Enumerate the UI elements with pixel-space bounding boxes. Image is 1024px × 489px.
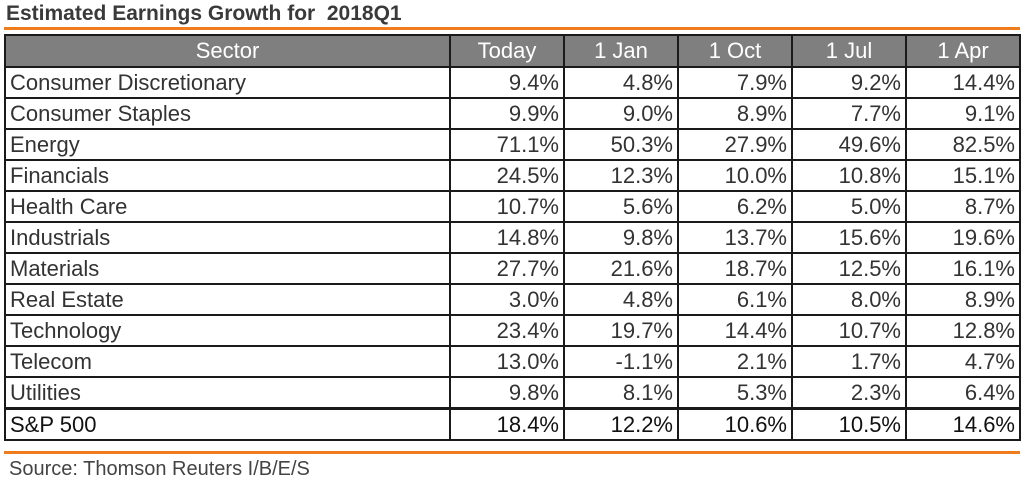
- table-title: Estimated Earnings Growth for 2018Q1: [6, 2, 402, 25]
- sector-cell: Real Estate: [4, 283, 451, 316]
- value-cell: 19.7%: [563, 314, 679, 347]
- value-cell: 4.8%: [563, 283, 679, 316]
- value-cell: 12.8%: [905, 314, 1021, 347]
- value-cell: 6.2%: [677, 190, 793, 223]
- sector-cell: Materials: [4, 252, 451, 285]
- value-cell: 1.7%: [791, 345, 907, 378]
- table-row: Financials 24.5% 12.3% 10.0% 10.8% 15.1%: [4, 159, 1021, 192]
- sector-cell: Utilities: [4, 376, 451, 410]
- value-cell: 10.0%: [677, 159, 793, 192]
- table-row: Energy 71.1% 50.3% 27.9% 49.6% 82.5%: [4, 128, 1021, 161]
- value-cell: 12.5%: [791, 252, 907, 285]
- header-today: Today: [449, 34, 565, 68]
- value-cell: 10.8%: [791, 159, 907, 192]
- value-cell: 71.1%: [449, 128, 565, 161]
- value-cell: 8.0%: [791, 283, 907, 316]
- value-cell: 18.7%: [677, 252, 793, 285]
- value-cell: 19.6%: [905, 221, 1021, 254]
- value-cell: 4.8%: [563, 66, 679, 99]
- value-cell: 9.9%: [449, 97, 565, 130]
- header-1-jul: 1 Jul: [791, 34, 907, 68]
- value-cell: 5.0%: [791, 190, 907, 223]
- table-row: Utilities 9.8% 8.1% 5.3% 2.3% 6.4%: [4, 376, 1021, 410]
- value-cell: 16.1%: [905, 252, 1021, 285]
- value-cell: 21.6%: [563, 252, 679, 285]
- header-1-jan: 1 Jan: [563, 34, 679, 68]
- total-value-cell: 12.2%: [563, 407, 679, 441]
- table-row: Materials 27.7% 21.6% 18.7% 12.5% 16.1%: [4, 252, 1021, 285]
- value-cell: 7.7%: [791, 97, 907, 130]
- value-cell: 9.8%: [563, 221, 679, 254]
- header-row: Sector Today 1 Jan 1 Oct 1 Jul 1 Apr: [4, 34, 1021, 68]
- total-value-cell: 14.6%: [905, 407, 1021, 441]
- value-cell: 9.4%: [449, 66, 565, 99]
- value-cell: 14.4%: [905, 66, 1021, 99]
- value-cell: 82.5%: [905, 128, 1021, 161]
- value-cell: 6.4%: [905, 376, 1021, 410]
- sector-cell: Telecom: [4, 345, 451, 378]
- table-row: Consumer Staples 9.9% 9.0% 8.9% 7.7% 9.1…: [4, 97, 1021, 130]
- value-cell: 10.7%: [791, 314, 907, 347]
- value-cell: 5.3%: [677, 376, 793, 410]
- value-cell: 50.3%: [563, 128, 679, 161]
- value-cell: 9.2%: [791, 66, 907, 99]
- sector-cell: Financials: [4, 159, 451, 192]
- value-cell: 23.4%: [449, 314, 565, 347]
- value-cell: 4.7%: [905, 345, 1021, 378]
- sector-cell: Industrials: [4, 221, 451, 254]
- value-cell: 10.7%: [449, 190, 565, 223]
- total-row: S&P 500 18.4% 12.2% 10.6% 10.5% 14.6%: [4, 407, 1021, 441]
- header-1-oct: 1 Oct: [677, 34, 793, 68]
- value-cell: 13.0%: [449, 345, 565, 378]
- value-cell: 2.1%: [677, 345, 793, 378]
- sector-cell: Technology: [4, 314, 451, 347]
- value-cell: 15.1%: [905, 159, 1021, 192]
- sector-cell: Energy: [4, 128, 451, 161]
- value-cell: -1.1%: [563, 345, 679, 378]
- earnings-growth-table: Sector Today 1 Jan 1 Oct 1 Jul 1 Apr Con…: [4, 34, 1021, 441]
- value-cell: 5.6%: [563, 190, 679, 223]
- value-cell: 14.8%: [449, 221, 565, 254]
- value-cell: 8.9%: [677, 97, 793, 130]
- value-cell: 8.7%: [905, 190, 1021, 223]
- value-cell: 8.9%: [905, 283, 1021, 316]
- value-cell: 24.5%: [449, 159, 565, 192]
- title-underline-rule: [4, 27, 1020, 30]
- table-bottom-rule: [4, 451, 1020, 454]
- value-cell: 2.3%: [791, 376, 907, 410]
- total-value-cell: 10.6%: [677, 407, 793, 441]
- sector-cell: Consumer Staples: [4, 97, 451, 130]
- sector-cell: Consumer Discretionary: [4, 66, 451, 99]
- source-note: Source: Thomson Reuters I/B/E/S: [9, 458, 310, 480]
- value-cell: 13.7%: [677, 221, 793, 254]
- value-cell: 12.3%: [563, 159, 679, 192]
- table-row: Consumer Discretionary 9.4% 4.8% 7.9% 9.…: [4, 66, 1021, 99]
- header-sector: Sector: [4, 34, 451, 68]
- total-value-cell: 18.4%: [449, 407, 565, 441]
- value-cell: 15.6%: [791, 221, 907, 254]
- value-cell: 14.4%: [677, 314, 793, 347]
- value-cell: 9.0%: [563, 97, 679, 130]
- header-1-apr: 1 Apr: [905, 34, 1021, 68]
- total-value-cell: 10.5%: [791, 407, 907, 441]
- value-cell: 3.0%: [449, 283, 565, 316]
- value-cell: 49.6%: [791, 128, 907, 161]
- table-row: Real Estate 3.0% 4.8% 6.1% 8.0% 8.9%: [4, 283, 1021, 316]
- table-row: Telecom 13.0% -1.1% 2.1% 1.7% 4.7%: [4, 345, 1021, 378]
- value-cell: 27.7%: [449, 252, 565, 285]
- value-cell: 8.1%: [563, 376, 679, 410]
- value-cell: 6.1%: [677, 283, 793, 316]
- value-cell: 27.9%: [677, 128, 793, 161]
- table-row: Industrials 14.8% 9.8% 13.7% 15.6% 19.6%: [4, 221, 1021, 254]
- value-cell: 9.8%: [449, 376, 565, 410]
- value-cell: 9.1%: [905, 97, 1021, 130]
- value-cell: 7.9%: [677, 66, 793, 99]
- sector-cell: Health Care: [4, 190, 451, 223]
- table-row: Health Care 10.7% 5.6% 6.2% 5.0% 8.7%: [4, 190, 1021, 223]
- table-row: Technology 23.4% 19.7% 14.4% 10.7% 12.8%: [4, 314, 1021, 347]
- total-label-cell: S&P 500: [4, 407, 451, 441]
